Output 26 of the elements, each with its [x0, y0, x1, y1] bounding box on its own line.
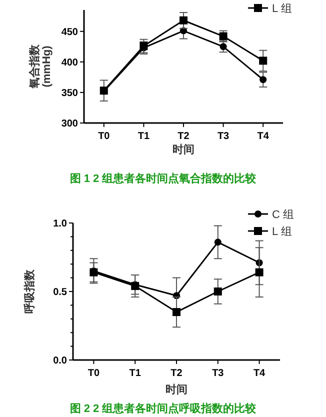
y-tick-label: 400 [61, 57, 78, 68]
legend-label: L 组 [272, 226, 292, 238]
x-tick-label: T4 [257, 131, 270, 142]
x-axis-title: 时间 [166, 383, 188, 396]
x-tick-label: T3 [212, 368, 224, 379]
y-tick-label: 1.0 [53, 218, 68, 230]
x-tick-label: T1 [129, 368, 142, 379]
x-tick-label: T4 [253, 368, 266, 379]
y-tick-label: 0.5 [53, 287, 68, 298]
x-tick-label: T2 [170, 368, 183, 379]
legend-label: C 组 [272, 209, 294, 221]
y-axis-title: 呼吸指数 [23, 268, 36, 314]
caption: 图 2 2 组患者各时间点呼吸指数的比较 [70, 402, 258, 415]
y-axis-title: 氧合指数 (mmHg) [28, 44, 53, 90]
y-tick-label: 300 [61, 118, 78, 130]
x-axis-title: 时间 [172, 143, 194, 156]
x-tick-label: T2 [178, 131, 190, 142]
y-tick-label: 350 [61, 88, 78, 99]
legend-label: L 组 [272, 3, 292, 15]
x-tick-label: T1 [138, 131, 150, 142]
y-tick-label: 450 [61, 26, 78, 38]
x-tick-label: T0 [88, 368, 100, 379]
caption: 图 1 2 组患者各时间点氧合指数的比较 [70, 172, 258, 185]
x-tick-label: T3 [217, 131, 230, 142]
y-tick-label: 0.0 [53, 356, 68, 366]
x-tick-label: T0 [98, 131, 110, 142]
